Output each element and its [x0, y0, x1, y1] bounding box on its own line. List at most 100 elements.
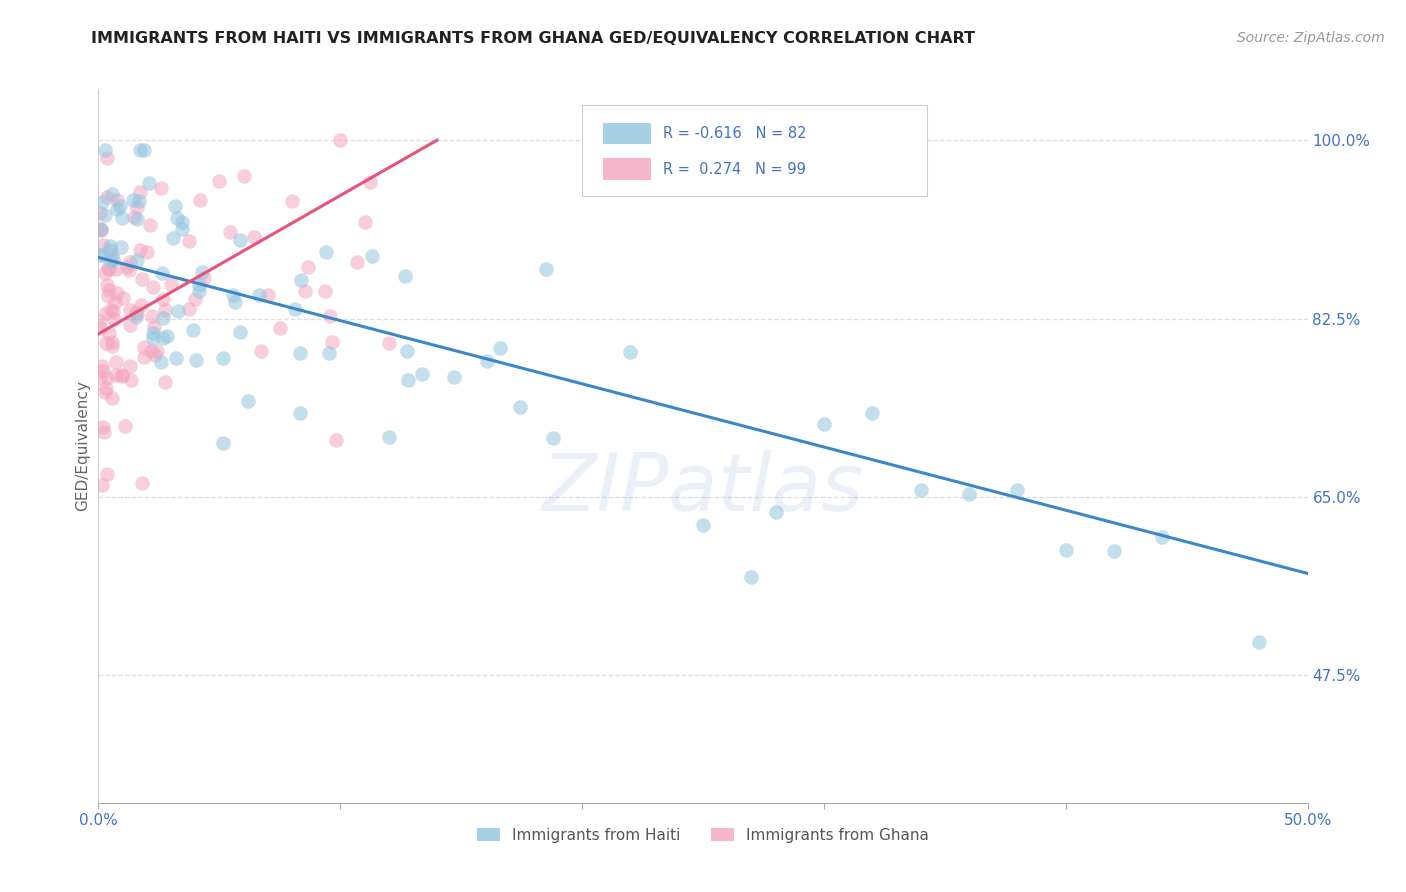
Point: [957, 487, 980, 501]
Point: [297, 260, 319, 275]
Point: [125, 212, 148, 227]
Point: [129, 185, 152, 199]
Point: [122, 210, 145, 224]
Point: [290, 346, 312, 360]
Point: [1152, 530, 1174, 544]
Point: [91, 419, 114, 434]
Point: [103, 312, 125, 326]
Point: [96, 467, 118, 482]
Point: [89, 206, 111, 220]
Point: [193, 271, 215, 285]
Point: [361, 249, 384, 263]
Y-axis label: GED/Equivalency: GED/Equivalency: [75, 381, 90, 511]
Point: [211, 351, 233, 365]
Point: [91, 359, 114, 373]
Point: [247, 287, 270, 301]
Point: [94, 305, 117, 319]
Point: [155, 303, 177, 318]
Point: [152, 331, 174, 345]
Point: [329, 133, 352, 147]
Point: [129, 298, 152, 312]
Point: [93, 425, 115, 440]
Point: [238, 393, 260, 408]
Point: [134, 351, 156, 365]
Point: [101, 339, 124, 353]
Point: [394, 268, 416, 283]
Point: [187, 278, 209, 293]
Point: [90, 248, 112, 262]
Point: [153, 375, 176, 389]
Point: [443, 370, 465, 384]
Point: [96, 151, 118, 165]
Point: [188, 194, 211, 208]
Point: [98, 244, 121, 258]
Point: [229, 233, 252, 247]
Point: [396, 372, 419, 386]
Point: [315, 244, 337, 259]
Point: [98, 283, 121, 297]
Point: [98, 326, 121, 340]
Point: [243, 230, 266, 244]
Point: [152, 310, 174, 325]
Point: [143, 348, 166, 362]
Point: [294, 284, 316, 298]
Text: R = -0.616   N = 82: R = -0.616 N = 82: [664, 126, 807, 141]
Point: [128, 243, 150, 257]
Point: [860, 406, 883, 420]
Point: [290, 273, 312, 287]
Point: [104, 262, 127, 277]
Point: [541, 431, 564, 445]
Point: [91, 364, 114, 378]
Point: [98, 238, 121, 252]
Point: [281, 194, 304, 208]
Point: [224, 294, 246, 309]
Point: [619, 345, 641, 359]
Point: [111, 211, 134, 225]
Point: [101, 247, 124, 261]
Point: [114, 419, 136, 434]
FancyBboxPatch shape: [603, 159, 651, 180]
Point: [321, 334, 343, 349]
Point: [318, 345, 340, 359]
Point: [103, 304, 125, 318]
Point: [94, 208, 117, 222]
Point: [125, 307, 148, 321]
Point: [118, 318, 141, 333]
Point: [378, 430, 401, 444]
Point: [411, 367, 433, 381]
Point: [89, 223, 111, 237]
Point: [111, 368, 134, 382]
Point: [177, 234, 200, 248]
Point: [98, 262, 121, 277]
Point: [90, 247, 112, 261]
Point: [103, 252, 125, 267]
Point: [1054, 543, 1077, 558]
Point: [395, 343, 418, 358]
Point: [135, 245, 157, 260]
Point: [346, 255, 368, 269]
Point: [170, 215, 193, 229]
Point: [1102, 543, 1125, 558]
Point: [125, 252, 148, 267]
Point: [139, 219, 162, 233]
Point: [208, 174, 231, 188]
FancyBboxPatch shape: [603, 123, 651, 145]
Point: [134, 340, 156, 354]
Point: [110, 240, 132, 254]
Point: [222, 288, 245, 302]
Point: [765, 505, 787, 519]
Point: [353, 215, 375, 229]
Point: [91, 478, 114, 492]
Point: [314, 284, 336, 298]
Point: [813, 417, 835, 431]
Point: [93, 384, 115, 399]
Text: Source: ZipAtlas.com: Source: ZipAtlas.com: [1237, 31, 1385, 45]
FancyBboxPatch shape: [582, 105, 927, 196]
Point: [105, 354, 128, 368]
Point: [359, 176, 381, 190]
Point: [1249, 635, 1271, 649]
Point: [142, 326, 165, 340]
Point: [91, 238, 114, 252]
Point: [117, 262, 139, 277]
Point: [101, 334, 124, 349]
